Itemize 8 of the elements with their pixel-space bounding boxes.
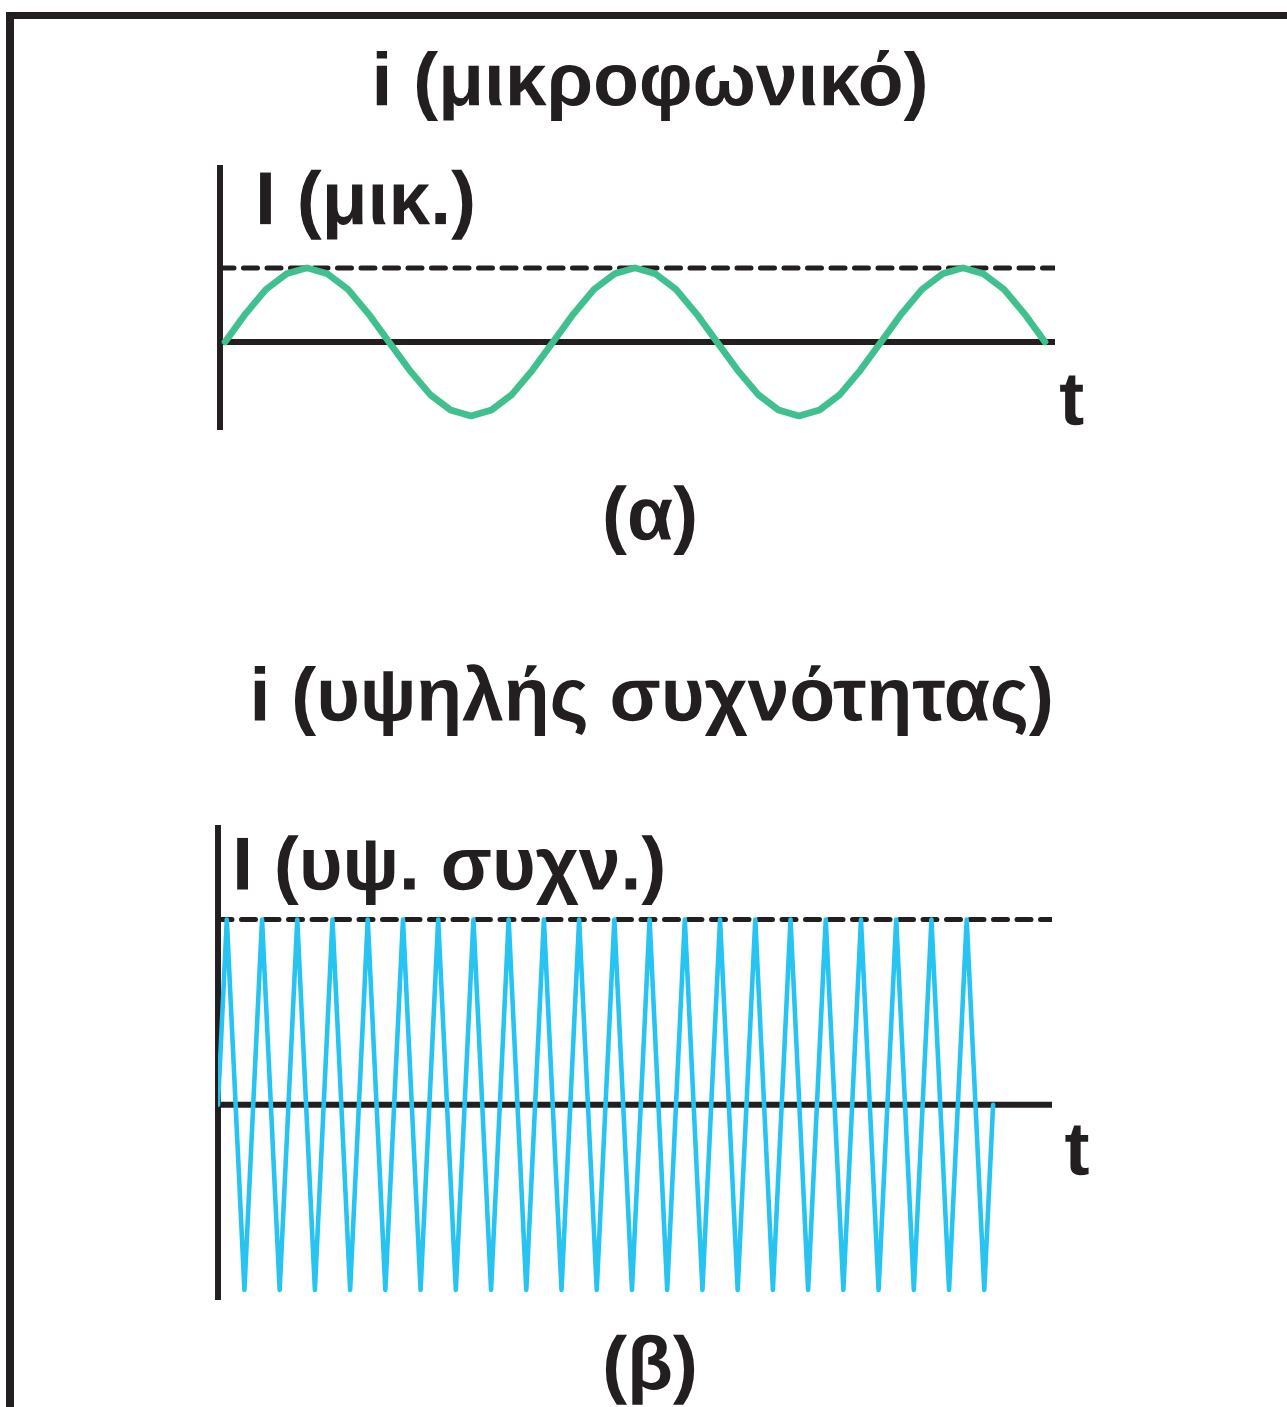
x-axis-title: t [1065, 1125, 1089, 1176]
text: (β) [605, 1334, 695, 1405]
y-axis-title: I (υψ. συχν.) [237, 835, 663, 906]
text: (α) [605, 485, 695, 556]
chart-title: i (μικροφωνικό) [376, 50, 925, 121]
x-axis-title: t [1060, 375, 1084, 426]
y-axis-title: I (μικ.) [260, 169, 473, 240]
chart-title: i (υψηλής συχνότητας) [254, 664, 1051, 736]
